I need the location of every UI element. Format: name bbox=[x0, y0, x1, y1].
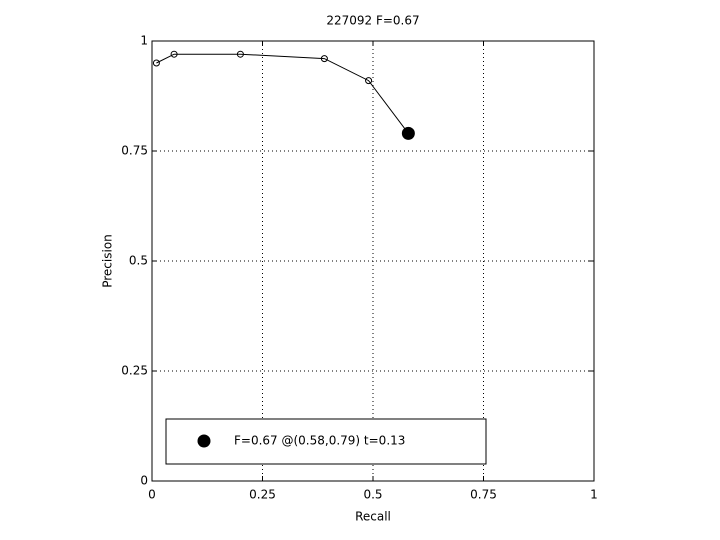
x-tick-label: 1 bbox=[590, 488, 598, 502]
point-marker bbox=[236, 50, 244, 58]
point-marker bbox=[320, 55, 328, 63]
chart-title: 227092 F=0.67 bbox=[326, 14, 419, 28]
y-tick-label: 0.5 bbox=[129, 254, 148, 268]
y-tick-label: 1 bbox=[140, 34, 148, 48]
point-marker bbox=[365, 77, 373, 85]
point-marker bbox=[152, 59, 160, 67]
x-tick-label: 0.25 bbox=[249, 488, 276, 502]
point-marker bbox=[170, 50, 178, 58]
x-tick-label: 0.75 bbox=[470, 488, 497, 502]
y-tick-label: 0.75 bbox=[121, 144, 148, 158]
y-axis-label: Precision bbox=[101, 234, 115, 288]
x-tick-label: 0 bbox=[148, 488, 156, 502]
x-axis-label: Recall bbox=[355, 510, 391, 524]
y-tick-label: 0.25 bbox=[121, 364, 148, 378]
legend-label: F=0.67 @(0.58,0.79) t=0.13 bbox=[234, 434, 405, 448]
y-tick-label: 0 bbox=[140, 474, 148, 488]
best-point bbox=[401, 126, 415, 140]
plot-frame bbox=[151, 40, 595, 482]
x-tick-label: 0.5 bbox=[363, 488, 382, 502]
legend-box bbox=[165, 418, 487, 465]
legend-marker bbox=[197, 434, 211, 448]
